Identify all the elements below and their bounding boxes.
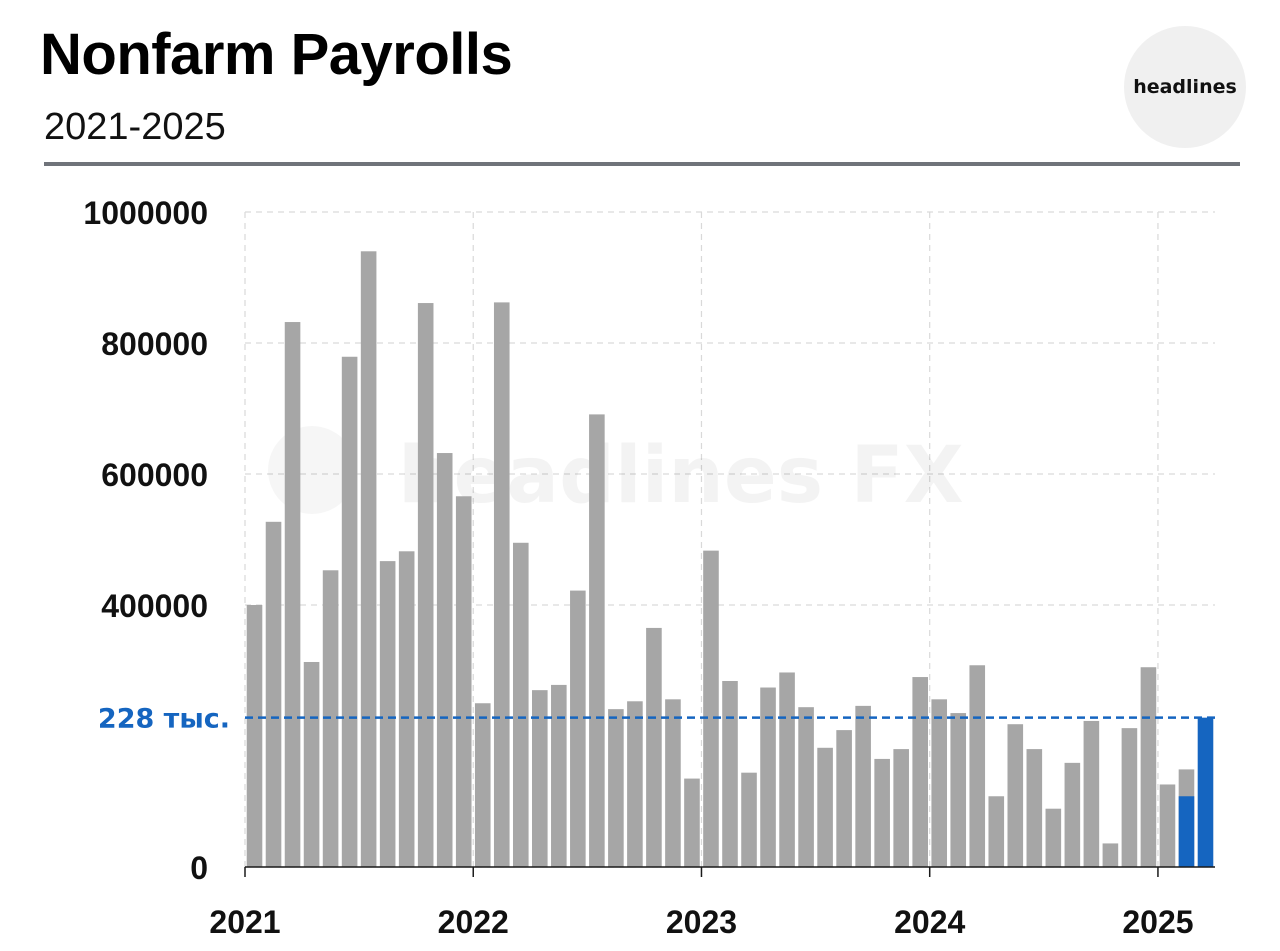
highlight-bar: [1197, 717, 1214, 867]
x-tick-label: 2021: [209, 904, 280, 940]
bars: [246, 251, 1214, 868]
bar: [893, 749, 909, 867]
watermark: headlines FX: [398, 431, 964, 521]
bar: [570, 590, 586, 867]
header-divider: [44, 162, 1240, 166]
bar: [455, 496, 472, 867]
bar: [703, 550, 719, 867]
bar: [627, 701, 643, 867]
bar: [1140, 667, 1157, 867]
bar: [493, 302, 510, 867]
bar: [855, 705, 871, 867]
bar: [665, 699, 681, 867]
bar: [760, 687, 776, 867]
bar: [360, 251, 377, 868]
bar: [265, 521, 282, 867]
bar: [1083, 720, 1100, 867]
bar: [988, 796, 1005, 867]
bar: [817, 747, 833, 867]
bar: [969, 665, 986, 867]
bar: [589, 414, 605, 867]
bar: [931, 699, 948, 867]
bar: [836, 730, 852, 867]
y-tick-label: 0: [190, 850, 208, 886]
bar: [1007, 724, 1024, 867]
bar: [398, 551, 415, 867]
bar: [684, 778, 700, 867]
bar: [722, 680, 738, 867]
bar: [798, 707, 814, 867]
bar: [1159, 784, 1176, 867]
x-tick-label: 2025: [1122, 904, 1193, 940]
page-title: Nonfarm Payrolls: [40, 22, 513, 87]
page-subtitle: 2021-2025: [44, 106, 226, 148]
bar: [341, 356, 358, 867]
bar: [1064, 762, 1081, 867]
bar: [303, 661, 320, 867]
y-tick-label: 600000: [101, 457, 208, 493]
axes: 0 400000 600000 800000 1000000 2021 2022 2023 20…: [83, 195, 1215, 940]
brand-label: headlines: [1133, 76, 1237, 98]
bar: [284, 322, 301, 867]
bar: [532, 690, 548, 867]
bar: [1121, 728, 1138, 867]
reference-label: 228 тыс.: [98, 704, 230, 735]
bar: [646, 627, 662, 867]
reference-line: 228 тыс.: [98, 704, 1215, 735]
bar: [912, 677, 928, 867]
bar: [379, 561, 396, 867]
bar: [1026, 749, 1043, 867]
y-tick-label: 1000000: [83, 195, 208, 231]
y-tick-label: 400000: [101, 588, 208, 624]
brand-logo: headlines: [1124, 26, 1246, 148]
bar: [741, 772, 757, 867]
bar: [474, 703, 491, 867]
bar: [1045, 808, 1062, 867]
y-tick-label: 800000: [101, 326, 208, 362]
bar: [512, 542, 529, 867]
bar: [551, 684, 567, 867]
x-tick-label: 2023: [666, 904, 737, 940]
bar: [246, 605, 263, 867]
watermark-text: headlines FX: [398, 431, 964, 521]
bar: [417, 303, 434, 867]
x-tick-label: 2022: [438, 904, 509, 940]
bar: [608, 709, 624, 867]
highlight-overlay-bar: [1178, 796, 1195, 867]
bar: [950, 713, 967, 867]
bar: [436, 453, 453, 867]
bar: [1102, 843, 1119, 867]
x-tick-label: 2024: [894, 904, 965, 940]
bar: [874, 758, 890, 867]
bar: [779, 672, 795, 867]
